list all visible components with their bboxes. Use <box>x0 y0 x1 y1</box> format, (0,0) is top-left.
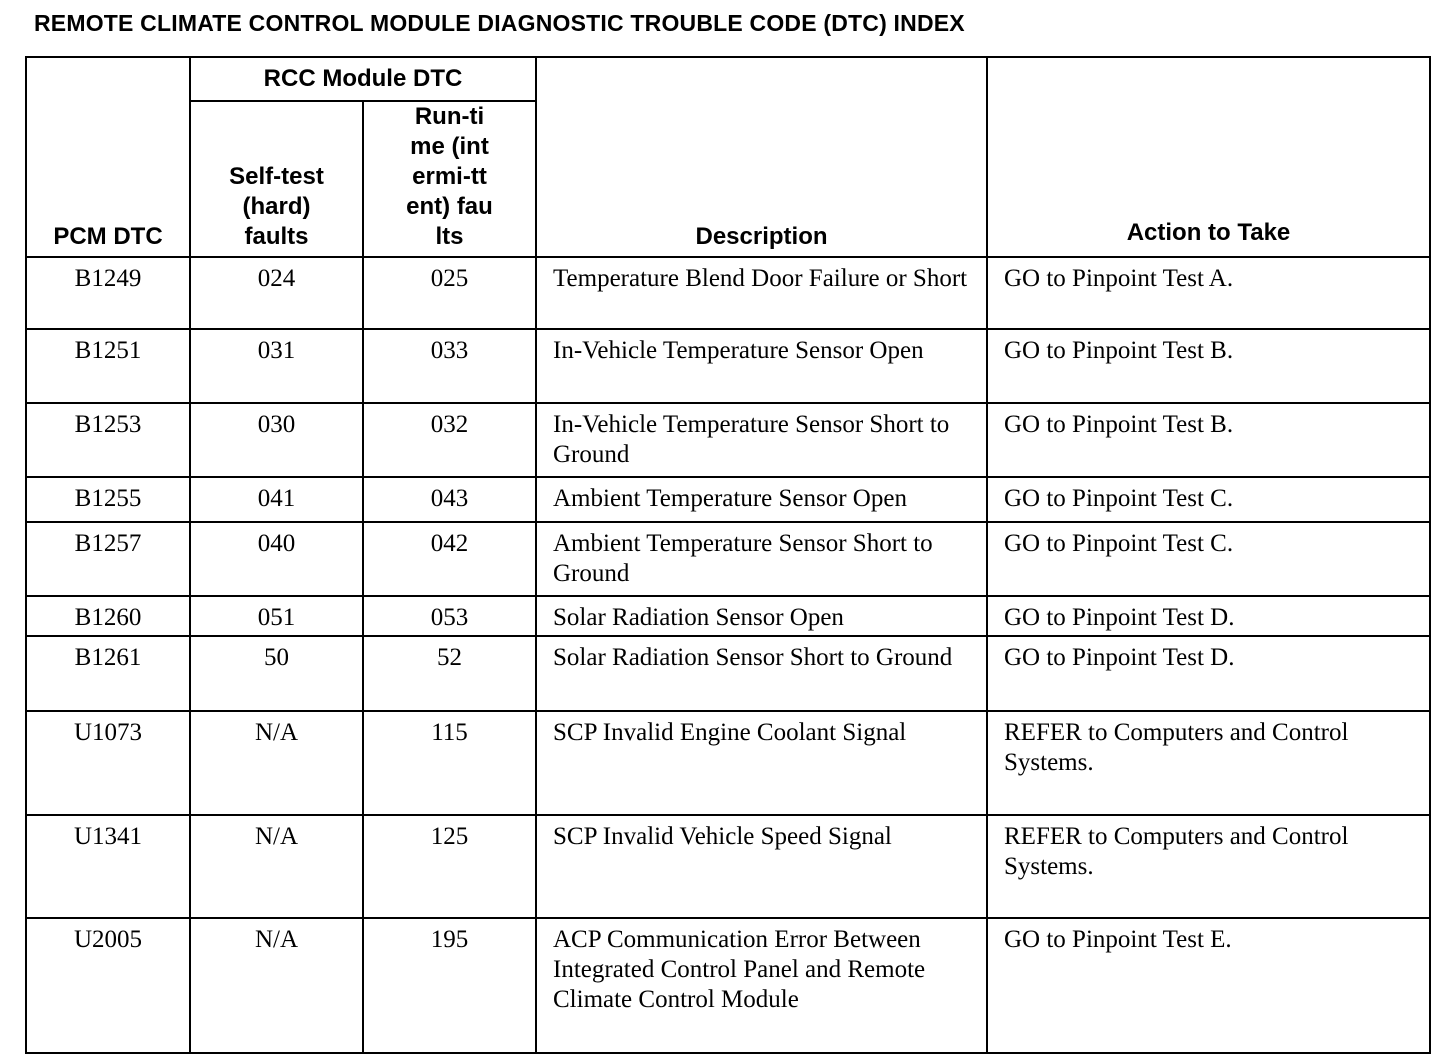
self-test-cell: 040 <box>189 521 364 597</box>
header-description: Description <box>535 56 988 258</box>
pcm-dtc-cell: B1255 <box>25 476 191 523</box>
action-cell: GO to Pinpoint Test C. <box>986 476 1431 523</box>
table-row: U1341 N/A 125 SCP Invalid Vehicle Speed Sig… <box>25 814 1431 919</box>
table-row: B1261 50 52 Solar Radiation Sensor Short to… <box>25 635 1431 712</box>
description-cell: SCP Invalid Vehicle Speed Signal <box>535 814 988 919</box>
run-time-cell: 52 <box>362 635 537 712</box>
action-cell: GO to Pinpoint Test B. <box>986 402 1431 478</box>
action-cell: REFER to Computers and Control Systems. <box>986 710 1431 816</box>
self-test-cell: 041 <box>189 476 364 523</box>
header-rcc-module-dtc: RCC Module DTC <box>189 56 537 102</box>
run-time-cell: 042 <box>362 521 537 597</box>
self-test-cell: N/A <box>189 814 364 919</box>
run-time-cell: 032 <box>362 402 537 478</box>
table-row: B1253 030 032 In-Vehicle Temperature Sensor… <box>25 402 1431 478</box>
header-pcm-dtc: PCM DTC <box>25 56 191 258</box>
table-row: U1073 N/A 115 SCP Invalid Engine Coolant Si… <box>25 710 1431 816</box>
description-cell: SCP Invalid Engine Coolant Signal <box>535 710 988 816</box>
pcm-dtc-cell: B1257 <box>25 521 191 597</box>
header-action: Action to Take <box>986 56 1431 258</box>
description-cell: Solar Radiation Sensor Short to Ground <box>535 635 988 712</box>
description-cell: Temperature Blend Door Failure or Short <box>535 256 988 330</box>
self-test-cell: 051 <box>189 595 364 637</box>
table-row: B1255 041 043 Ambient Temperature Sensor Op… <box>25 476 1431 523</box>
action-cell: GO to Pinpoint Test D. <box>986 595 1431 637</box>
action-cell: GO to Pinpoint Test D. <box>986 635 1431 712</box>
description-cell: Solar Radiation Sensor Open <box>535 595 988 637</box>
pcm-dtc-cell: B1261 <box>25 635 191 712</box>
description-cell: In-Vehicle Temperature Sensor Short to G… <box>535 402 988 478</box>
header-run-time: Run-time (intermi-ttent) faults <box>362 100 537 258</box>
table-row: B1260 051 053 Solar Radiation Sensor Open GO… <box>25 595 1431 637</box>
pcm-dtc-cell: B1253 <box>25 402 191 478</box>
pcm-dtc-cell: B1249 <box>25 256 191 330</box>
self-test-cell: 031 <box>189 328 364 404</box>
pcm-dtc-cell: U2005 <box>25 917 191 1054</box>
run-time-cell: 025 <box>362 256 537 330</box>
self-test-cell: 024 <box>189 256 364 330</box>
table-row: B1251 031 033 In-Vehicle Temperature Sensor… <box>25 328 1431 404</box>
action-cell: REFER to Computers and Control Systems. <box>986 814 1431 919</box>
run-time-cell: 195 <box>362 917 537 1054</box>
description-cell: In-Vehicle Temperature Sensor Open <box>535 328 988 404</box>
pcm-dtc-cell: B1260 <box>25 595 191 637</box>
description-cell: Ambient Temperature Sensor Open <box>535 476 988 523</box>
self-test-cell: N/A <box>189 917 364 1054</box>
description-cell: Ambient Temperature Sensor Short to Grou… <box>535 521 988 597</box>
action-cell: GO to Pinpoint Test B. <box>986 328 1431 404</box>
pcm-dtc-cell: B1251 <box>25 328 191 404</box>
self-test-cell: 030 <box>189 402 364 478</box>
page-title: REMOTE CLIMATE CONTROL MODULE DIAGNOSTIC… <box>34 10 965 36</box>
description-cell: ACP Communication Error Between Integrat… <box>535 917 988 1054</box>
dtc-index-table: PCM DTC RCC Module DTC Description Actio… <box>25 56 1431 1054</box>
self-test-cell: N/A <box>189 710 364 816</box>
run-time-cell: 053 <box>362 595 537 637</box>
table-row: B1257 040 042 Ambient Temperature Sensor Sh… <box>25 521 1431 597</box>
run-time-cell: 115 <box>362 710 537 816</box>
run-time-cell: 043 <box>362 476 537 523</box>
table-row: U2005 N/A 195 ACP Communication Error Betwe… <box>25 917 1431 1054</box>
run-time-cell: 125 <box>362 814 537 919</box>
action-cell: GO to Pinpoint Test C. <box>986 521 1431 597</box>
pcm-dtc-cell: U1341 <box>25 814 191 919</box>
table-row: B1249 024 025 Temperature Blend Door Failur… <box>25 256 1431 330</box>
self-test-cell: 50 <box>189 635 364 712</box>
action-cell: GO to Pinpoint Test E. <box>986 917 1431 1054</box>
header-self-test: Self-test (hard) faults <box>189 100 364 258</box>
action-cell: GO to Pinpoint Test A. <box>986 256 1431 330</box>
run-time-cell: 033 <box>362 328 537 404</box>
pcm-dtc-cell: U1073 <box>25 710 191 816</box>
